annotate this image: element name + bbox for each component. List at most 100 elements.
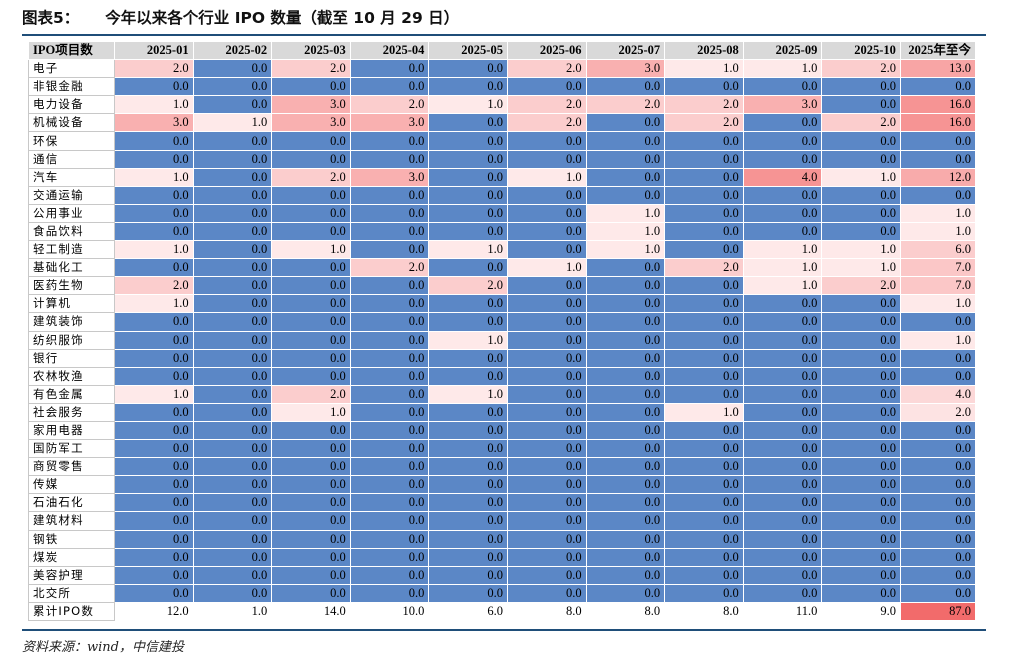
table-cell: 0.0 [506,384,587,404]
table-cell: 0.0 [114,258,194,278]
row-label: 基础化工 [28,258,115,278]
table-cell: 0.0 [742,312,823,332]
table-row: 计算机 1.0 0.0 0.0 0.0 0.0 0.0 0.0 0.0 0.0 0.0 1.0 [28,294,976,314]
table-cell: 0.0 [428,59,508,79]
table-cell: 0.0 [428,457,508,477]
table-cell: 0.0 [585,276,666,296]
table-row: 通信 0.0 0.0 0.0 0.0 0.0 0.0 0.0 0.0 0.0 0.0 0.0 [28,149,976,169]
column-header: 2025-08 [664,40,744,61]
table-cell: 1.0 [821,258,901,278]
bottom-rule [22,629,986,631]
source-note: 资料来源：wind，中信建投 [22,640,184,655]
table-cell: 2.0 [114,59,194,79]
table-cell: 0.0 [821,420,901,441]
table-cell: 0.0 [428,420,508,441]
table-cell: 2.0 [899,402,976,422]
row-label: 家用电器 [28,420,115,441]
row-label: 通信 [28,149,115,169]
table-cell: 1.0 [114,95,194,115]
table-cell: 0.0 [506,493,587,513]
table-row: 银行 0.0 0.0 0.0 0.0 0.0 0.0 0.0 0.0 0.0 0.0 0.0 [28,348,976,368]
table-cell: 0.0 [114,547,194,567]
table-row: 电力设备 1.0 0.0 3.0 2.0 1.0 2.0 2.0 2.0 3.0 0.0 16.0 [28,95,976,115]
table-cell: 0.0 [428,185,508,205]
table-cell: 0.0 [585,457,666,477]
table-cell: 0.0 [271,348,351,368]
table-cell: 0.0 [349,547,430,567]
table-cell: 0.0 [821,95,901,115]
table-cell: 0.0 [585,511,666,531]
table-cell: 0.0 [192,583,273,603]
table-cell: 0.0 [192,457,273,477]
table-cell: 8.0 [585,601,666,622]
table-cell: 1.0 [192,601,273,622]
row-label: 电力设备 [28,95,115,115]
row-label: 农林牧渔 [28,366,115,386]
figure-caption: 今年以来各个行业 IPO 数量（截至 10 月 29 日） [105,9,460,27]
table-cell: 0.0 [506,348,587,368]
table-cell: 0.0 [585,583,666,603]
table-row: 家用电器 0.0 0.0 0.0 0.0 0.0 0.0 0.0 0.0 0.0 0.0 0.0 [28,420,976,441]
table-cell: 0.0 [271,203,351,223]
table-cell: 0.0 [428,348,508,368]
table-cell: 0.0 [192,95,273,115]
table-cell: 0.0 [506,366,587,386]
row-label: 有色金属 [28,384,115,404]
table-cell: 1.0 [899,330,976,350]
table-cell: 0.0 [192,493,273,513]
table-cell: 0.0 [192,511,273,531]
table-cell: 7.0 [899,276,976,296]
table-cell: 0.0 [349,348,430,368]
table-cell: 0.0 [742,149,823,169]
table-cell: 0.0 [506,475,587,495]
table-cell: 0.0 [271,276,351,296]
table-cell: 0.0 [192,258,273,278]
column-header: 2025-07 [585,40,666,61]
table-cell: 0.0 [585,529,666,549]
table-cell: 2.0 [664,258,744,278]
table-cell: 0.0 [428,221,508,242]
table-cell: 0.0 [506,203,587,223]
table-cell: 0.0 [742,493,823,513]
table-cell: 2.0 [506,113,587,133]
table-cell: 0.0 [821,294,901,314]
table-cell: 0.0 [192,59,273,79]
table-cell: 2.0 [428,276,508,296]
table-cell: 0.0 [742,366,823,386]
table-cell: 0.0 [114,185,194,205]
table-cell: 2.0 [664,95,744,115]
table-cell: 0.0 [114,330,194,350]
table-cell: 0.0 [506,420,587,441]
table-cell: 0.0 [506,330,587,350]
table-row: 建筑材料 0.0 0.0 0.0 0.0 0.0 0.0 0.0 0.0 0.0 0.0 0.0 [28,511,976,531]
table-cell: 0.0 [114,529,194,549]
table-cell: 0.0 [821,529,901,549]
table-cell: 0.0 [742,113,823,133]
table-cell: 0.0 [428,511,508,531]
table-cell: 9.0 [821,601,901,622]
table-cell: 0.0 [664,348,744,368]
table-cell: 0.0 [742,511,823,531]
table-cell: 2.0 [271,59,351,79]
table-cell: 1.0 [506,167,587,187]
table-cell: 0.0 [506,294,587,314]
table-cell: 0.0 [271,149,351,169]
table-cell: 0.0 [664,276,744,296]
table-cell: 8.0 [506,601,587,622]
row-label: 建筑装饰 [28,312,115,332]
ipo-heatmap-table: IPO项目数 2025-01 2025-02 2025-03 2025-04 2025-0… [28,40,976,622]
table-cell: 0.0 [271,366,351,386]
table-cell: 0.0 [585,384,666,404]
table-cell: 0.0 [349,529,430,549]
table-cell: 0.0 [192,547,273,567]
table-cell: 1.0 [114,240,194,260]
table-cell: 1.0 [742,59,823,79]
table-row: 公用事业 0.0 0.0 0.0 0.0 0.0 0.0 1.0 0.0 0.0 0.0 1.0 [28,203,976,223]
table-cell: 0.0 [271,511,351,531]
table-cell: 0.0 [506,583,587,603]
table-cell: 0.0 [506,185,587,205]
table-cell: 0.0 [899,439,976,459]
table-cell: 0.0 [664,167,744,187]
row-label: 社会服务 [28,402,115,422]
table-cell: 0.0 [192,149,273,169]
